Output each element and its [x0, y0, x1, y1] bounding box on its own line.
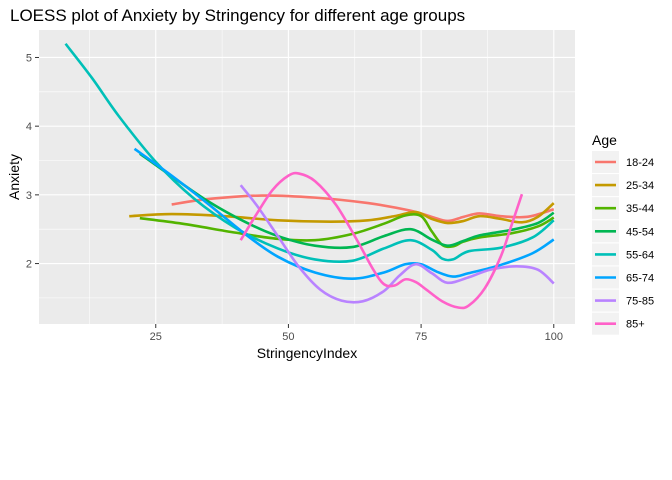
x-tick-label: 25 — [150, 331, 162, 343]
x-tick-label: 75 — [415, 331, 427, 343]
legend-label-55-64: 55-64 — [626, 249, 654, 261]
series-line-45-54 — [139, 152, 555, 250]
legend: Age 18-24 25-34 35-44 45-54 55-64 65-74 75-85 8… — [592, 132, 654, 335]
legend-label-75-85: 75-85 — [626, 296, 654, 308]
legend-label-85+: 85+ — [626, 319, 645, 331]
y-axis-title: Anxiety — [6, 154, 22, 200]
series-line-35-44 — [139, 213, 555, 249]
legend-label-35-44: 35-44 — [626, 203, 654, 215]
legend-items: 18-24 25-34 35-44 45-54 55-64 65-74 75-85 85+ — [592, 151, 654, 335]
y-tick-label: 4 — [26, 121, 32, 133]
series-line-55-64 — [64, 42, 555, 264]
series-line-75-85 — [239, 184, 555, 304]
y-tick-label: 3 — [26, 190, 32, 202]
legend-label-65-74: 65-74 — [626, 273, 654, 285]
legend-title: Age — [592, 132, 617, 148]
x-tick-label: 50 — [282, 331, 294, 343]
legend-label-18-24: 18-24 — [626, 157, 654, 169]
legend-label-45-54: 45-54 — [626, 226, 654, 238]
grid-minor — [39, 30, 575, 324]
x-tick-label: 100 — [545, 331, 563, 343]
series-line-18-24 — [171, 194, 555, 223]
chart-title: LOESS plot of Anxiety by Stringency for … — [10, 6, 465, 25]
y-tick-label: 5 — [26, 52, 32, 64]
y-axis: 2 3 4 5 — [26, 52, 39, 271]
series-layer — [64, 42, 555, 310]
x-axis: 25 50 75 100 — [150, 324, 563, 343]
x-axis-title: StringencyIndex — [257, 345, 357, 361]
legend-label-25-34: 25-34 — [626, 180, 654, 192]
y-tick-label: 2 — [26, 259, 32, 271]
series-line-85+ — [239, 171, 524, 310]
series-line-65-74 — [133, 147, 555, 280]
